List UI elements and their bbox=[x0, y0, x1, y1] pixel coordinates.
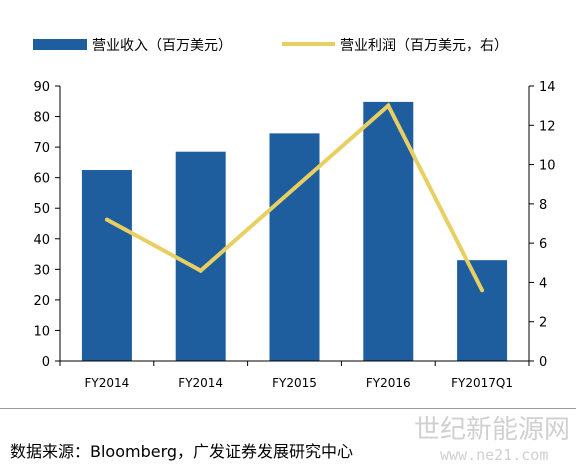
legend: 营业收入（百万美元） 营业利润（百万美元，右） bbox=[33, 38, 508, 54]
bar bbox=[457, 260, 508, 361]
y-right-tick-label: 2 bbox=[539, 316, 547, 331]
watermark-url: www.ne21.com bbox=[440, 446, 549, 464]
y-right-tick-label: 10 bbox=[539, 159, 556, 174]
y-right-tick-label: 14 bbox=[539, 80, 556, 95]
x-tick-label: FY2015 bbox=[272, 376, 317, 390]
profit-point bbox=[292, 186, 297, 191]
y-left-tick-label: 60 bbox=[33, 172, 50, 187]
y-right-tick-label: 4 bbox=[539, 276, 547, 291]
source-divider bbox=[0, 408, 576, 409]
profit-point bbox=[104, 217, 109, 222]
x-tick-label: FY2016 bbox=[366, 376, 411, 390]
y-right-tick-label: 12 bbox=[539, 119, 556, 134]
y-left-tick-label: 70 bbox=[33, 141, 50, 156]
watermark-logo: 世纪新能源网 bbox=[414, 415, 571, 445]
profit-point bbox=[386, 103, 391, 108]
y-right-tick-label: 6 bbox=[539, 237, 547, 252]
axes: 0 10 20 30 40 50 60 70 80 90 0 2 4 6 8 10 12 14 FY2014 FY20… bbox=[33, 80, 555, 390]
legend-line-label: 营业利润（百万美元，右） bbox=[340, 38, 508, 54]
bar bbox=[269, 133, 320, 361]
y-left-tick-label: 80 bbox=[33, 111, 50, 126]
chart: 营业收入（百万美元） 营业利润（百万美元，右） 0102030405060708… bbox=[33, 38, 556, 390]
y-left-tick-label: 20 bbox=[33, 294, 50, 309]
bar bbox=[363, 101, 414, 361]
x-tick-label: FY2014 bbox=[85, 376, 130, 390]
source-row: 数据来源：Bloomberg，广发证券发展研究中心 世纪新能源网 www.ne2… bbox=[0, 408, 576, 469]
y-right-tick-label: 0 bbox=[539, 355, 547, 370]
y-left-tick-label: 50 bbox=[33, 202, 50, 217]
y-left-tick-label: 40 bbox=[33, 233, 50, 248]
legend-bar-swatch bbox=[33, 39, 87, 50]
x-tick-label: FY2017Q1 bbox=[451, 376, 513, 390]
y-left-tick-label: 10 bbox=[33, 324, 50, 339]
y-left-tick-label: 30 bbox=[33, 263, 50, 278]
x-tick-label: FY2014 bbox=[178, 376, 223, 390]
bars bbox=[81, 101, 508, 361]
legend-bar-label: 营业收入（百万美元） bbox=[92, 38, 232, 54]
profit-point bbox=[198, 268, 203, 273]
bar bbox=[81, 170, 132, 361]
line-layer bbox=[104, 102, 485, 293]
y-left-tick-label: 0 bbox=[42, 355, 50, 370]
profit-point bbox=[480, 288, 485, 293]
y-right-tick-label: 8 bbox=[539, 198, 547, 213]
y-left-tick-label: 90 bbox=[33, 80, 50, 95]
source-text: 数据来源：Bloomberg，广发证券发展研究中心 bbox=[10, 442, 354, 461]
